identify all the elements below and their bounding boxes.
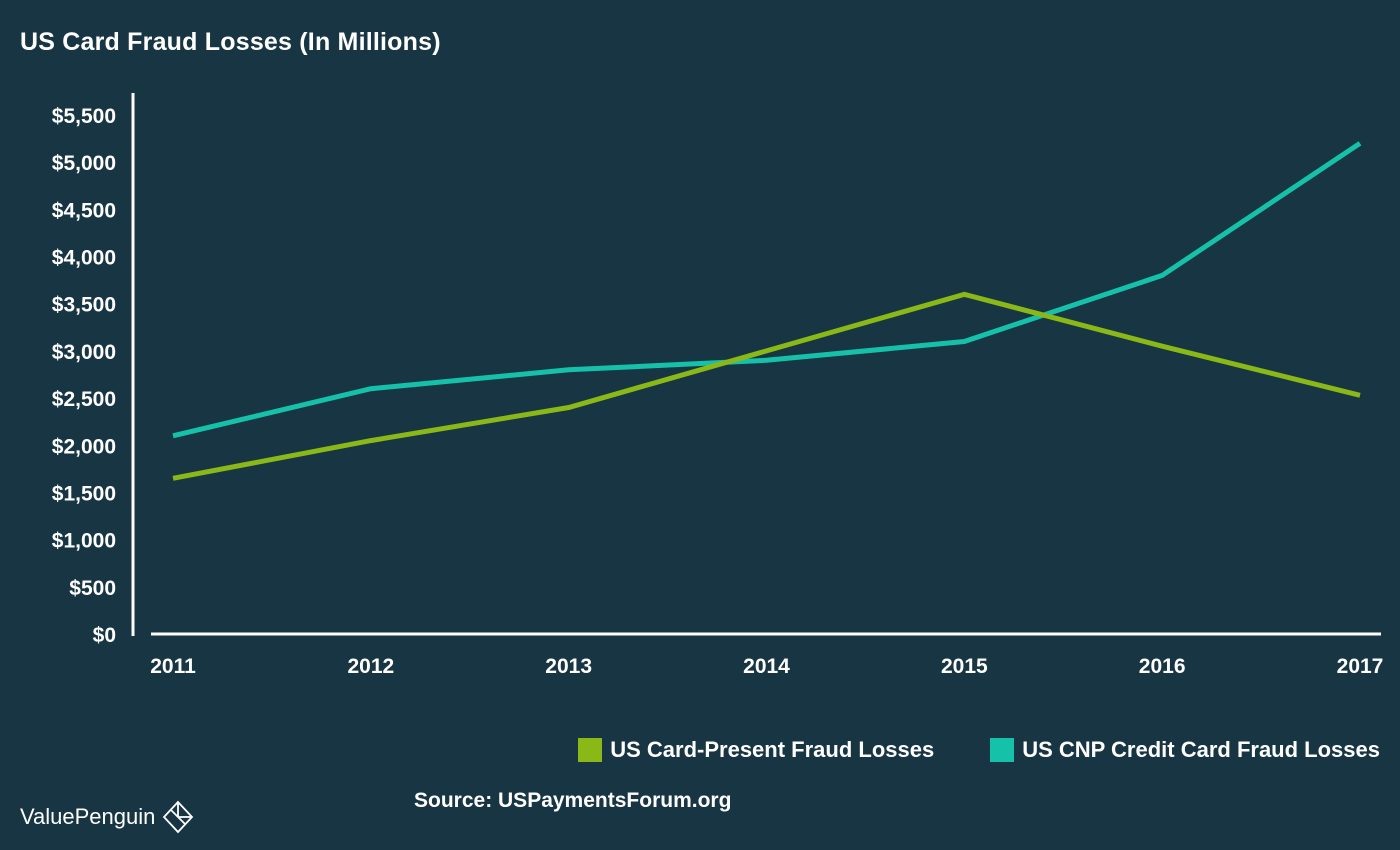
line-chart: $0 $500 $1,000 $1,500 $2,000 $2,500 $3,000 $3,5… bbox=[52, 93, 1383, 678]
legend: US Card-Present Fraud Losses US CNP Cred… bbox=[578, 737, 1380, 763]
legend-label: US Card-Present Fraud Losses bbox=[610, 737, 935, 762]
y-tick-label: $5,500 bbox=[52, 105, 116, 128]
legend-label: US CNP Credit Card Fraud Losses bbox=[1022, 737, 1380, 762]
y-tick-label: $4,500 bbox=[52, 199, 116, 222]
series-lines bbox=[172, 141, 1362, 481]
x-tick-label: 2014 bbox=[743, 655, 790, 678]
y-tick-label: $0 bbox=[93, 624, 116, 647]
y-tick-label: $3,000 bbox=[52, 341, 116, 364]
x-axis-ticks: 2011 2012 2013 2014 2015 2016 2017 bbox=[150, 655, 1383, 678]
x-tick-label: 2016 bbox=[1139, 655, 1186, 678]
y-tick-label: $1,500 bbox=[52, 482, 116, 505]
x-tick-label: 2017 bbox=[1337, 655, 1384, 678]
legend-item-cnp: US CNP Credit Card Fraud Losses bbox=[990, 737, 1380, 763]
y-tick-label: $2,500 bbox=[52, 388, 116, 411]
y-tick-label: $500 bbox=[69, 577, 116, 600]
series-line bbox=[172, 291, 1361, 481]
y-tick-label: $2,000 bbox=[52, 435, 116, 458]
series-line bbox=[172, 141, 1362, 439]
x-tick-label: 2015 bbox=[941, 655, 988, 678]
y-tick-label: $4,000 bbox=[52, 247, 116, 270]
legend-swatch bbox=[578, 738, 603, 762]
brand-logo: ValuePenguin bbox=[20, 800, 195, 834]
x-tick-label: 2013 bbox=[545, 655, 592, 678]
x-tick-label: 2012 bbox=[347, 655, 394, 678]
y-tick-label: $3,500 bbox=[52, 294, 116, 317]
y-tick-label: $1,000 bbox=[52, 530, 116, 553]
source-note: Source: USPaymentsForum.org bbox=[414, 789, 732, 812]
chart-title: US Card Fraud Losses (In Millions) bbox=[20, 28, 441, 56]
x-tick-label: 2011 bbox=[150, 655, 196, 678]
legend-swatch bbox=[990, 738, 1015, 762]
brand-name: ValuePenguin bbox=[20, 804, 156, 829]
y-tick-label: $5,000 bbox=[52, 152, 116, 175]
y-axis-ticks: $0 $500 $1,000 $1,500 $2,000 $2,500 $3,000 $3,5… bbox=[52, 105, 116, 647]
penguin-logo-icon bbox=[163, 800, 194, 834]
axes bbox=[131, 93, 1381, 636]
legend-item-card-present: US Card-Present Fraud Losses bbox=[578, 737, 934, 763]
